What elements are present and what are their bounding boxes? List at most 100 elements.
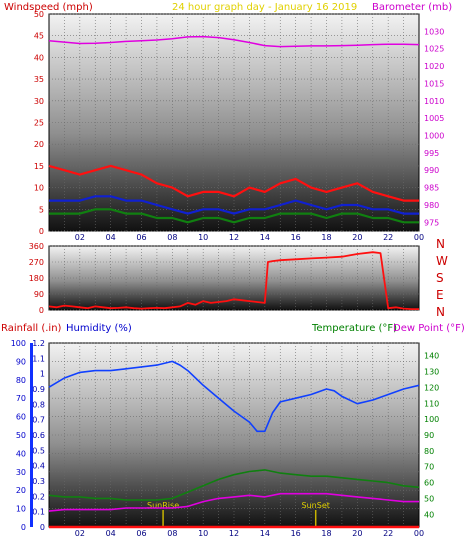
wind-direction-axis: 0 90 180 270 360 bbox=[29, 242, 44, 315]
rainfall-axis-title: Rainfall (.in) bbox=[1, 323, 62, 334]
x-tick-label-20: 20 bbox=[352, 529, 362, 538]
humidity-tick-label: 20 bbox=[16, 486, 26, 495]
temperature-tick-label: 130 bbox=[424, 368, 439, 377]
temperature-f-line bbox=[48, 469, 420, 501]
humidity-tick-label: 90 bbox=[16, 357, 26, 366]
x-tick-label-02: 02 bbox=[75, 233, 85, 242]
x-tick-label-12: 12 bbox=[229, 529, 239, 538]
temperature-tick-label: 70 bbox=[424, 463, 434, 472]
barometer-tick-label: 1005 bbox=[424, 114, 444, 123]
sun-marker-label: SunSet bbox=[302, 501, 330, 510]
direction-tick-label: 270 bbox=[29, 258, 44, 267]
x-tick-label-00: 00 bbox=[414, 233, 424, 242]
windspeed-tick-label: 0 bbox=[39, 227, 44, 236]
x-tick-label-04: 04 bbox=[106, 529, 116, 538]
compass-label-w: W bbox=[436, 254, 448, 268]
barometer-tick-label: 980 bbox=[424, 201, 439, 210]
windspeed-tick-label: 10 bbox=[34, 184, 44, 193]
rainfall-tick-label: 0.3 bbox=[32, 477, 45, 486]
temperature-tick-label: 50 bbox=[424, 494, 434, 503]
humidity-tick-label: 40 bbox=[16, 449, 26, 458]
temp-time-axis: 02 04 06 08 10 12 14 16 18 20 22 00 bbox=[75, 529, 424, 538]
barometer-tick-label: 990 bbox=[424, 166, 439, 175]
barometer-axis-title: Barometer (mb) bbox=[372, 2, 452, 13]
rainfall-tick-label: 0.5 bbox=[32, 446, 45, 455]
barometer-tick-label: 985 bbox=[424, 184, 439, 193]
wind-baro-grid bbox=[49, 13, 419, 232]
barometer-tick-label: 1015 bbox=[424, 79, 444, 88]
humidity-tick-label: 10 bbox=[16, 505, 26, 514]
temperature-tick-label: 110 bbox=[424, 399, 439, 408]
temperature-axis-title: Temperature (°F) bbox=[311, 323, 397, 334]
x-tick-label-06: 06 bbox=[136, 233, 146, 242]
windspeed-axis-title: Windspeed (mph) bbox=[4, 2, 93, 13]
barometer-tick-label: 1010 bbox=[424, 97, 444, 106]
wind-speed-axis: 0 5 10 15 20 25 30 35 40 45 50 bbox=[34, 10, 44, 236]
x-tick-label-22: 22 bbox=[383, 529, 393, 538]
windspeed-tick-label: 5 bbox=[39, 205, 44, 214]
rainfall-tick-label: 0.4 bbox=[32, 462, 45, 471]
direction-tick-label: 360 bbox=[29, 242, 44, 251]
temperature-tick-label: 140 bbox=[424, 352, 439, 361]
dewpoint-axis-title: Dew Point (°F) bbox=[393, 323, 465, 334]
x-tick-label-16: 16 bbox=[291, 233, 301, 242]
direction-tick-label: 180 bbox=[29, 274, 44, 283]
rainfall-tick-label: 0.6 bbox=[32, 431, 45, 440]
compass-label-e: E bbox=[436, 288, 444, 302]
x-tick-label-00: 00 bbox=[414, 529, 424, 538]
x-tick-label-12: 12 bbox=[229, 233, 239, 242]
compass-label-n: N bbox=[436, 237, 445, 251]
humidity-axis: 0 10 20 30 40 50 60 70 80 90 100 bbox=[11, 339, 26, 532]
rainfall-tick-label: 0.2 bbox=[32, 492, 45, 501]
direction-tick-label: 0 bbox=[39, 306, 44, 315]
x-tick-label-04: 04 bbox=[106, 233, 116, 242]
compass-label-s: S bbox=[436, 271, 444, 285]
barometer-tick-label: 1030 bbox=[424, 27, 444, 36]
temperature-tick-label: 40 bbox=[424, 510, 434, 519]
windspeed-tick-label: 35 bbox=[34, 75, 44, 84]
x-tick-label-14: 14 bbox=[260, 233, 270, 242]
barometer-tick-label: 1025 bbox=[424, 45, 444, 54]
x-tick-label-10: 10 bbox=[198, 529, 208, 538]
temperature-tick-label: 90 bbox=[424, 431, 434, 440]
rainfall-tick-label: 0.9 bbox=[32, 385, 45, 394]
wind-baro-series bbox=[48, 35, 420, 224]
humidity-line bbox=[48, 360, 420, 433]
humidity-tick-label: 80 bbox=[16, 376, 26, 385]
x-tick-label-20: 20 bbox=[352, 233, 362, 242]
barometer-mb-line bbox=[48, 35, 420, 48]
barometer-tick-label: 975 bbox=[424, 218, 439, 227]
compass-label-n: N bbox=[436, 305, 445, 319]
barometer-axis: 975 980 985 990 995 1000 1005 1010 1015 1020 1025 1… bbox=[424, 27, 444, 227]
windspeed-tick-label: 40 bbox=[34, 53, 44, 62]
rainfall-tick-label: 0.8 bbox=[32, 400, 45, 409]
temperature-axis: 40 50 60 70 80 90 100 110 120 130 140 bbox=[424, 352, 439, 520]
windspeed-tick-label: 25 bbox=[34, 119, 44, 128]
wind-time-axis: 02 04 06 08 10 12 14 16 18 20 22 00 bbox=[75, 233, 424, 242]
wind-average-mph-line bbox=[49, 195, 419, 215]
dew-point-f-line bbox=[48, 492, 419, 512]
humidity-axis-title: Humidity (%) bbox=[66, 323, 132, 334]
temperature-tick-label: 120 bbox=[424, 383, 439, 392]
windspeed-tick-label: 45 bbox=[34, 32, 44, 41]
sun-marker-label: SunRise bbox=[147, 501, 179, 510]
wind-speed-mph-line bbox=[49, 208, 419, 224]
x-tick-label-08: 08 bbox=[167, 529, 177, 538]
rainfall-tick-label: 0.7 bbox=[32, 416, 45, 425]
temperature-tick-label: 80 bbox=[424, 447, 434, 456]
x-tick-label-08: 08 bbox=[167, 233, 177, 242]
temperature-tick-label: 100 bbox=[424, 415, 439, 424]
x-tick-label-16: 16 bbox=[291, 529, 301, 538]
x-tick-label-14: 14 bbox=[260, 529, 270, 538]
wind-direction-line bbox=[48, 251, 419, 311]
humidity-tick-label: 50 bbox=[16, 431, 26, 440]
humidity-tick-label: 30 bbox=[16, 468, 26, 477]
x-tick-label-22: 22 bbox=[383, 233, 393, 242]
wind-gust-mph-line bbox=[48, 164, 419, 202]
temp-humidity-series bbox=[48, 360, 420, 529]
humidity-tick-label: 100 bbox=[11, 339, 26, 348]
direction-tick-label: 90 bbox=[34, 290, 44, 299]
